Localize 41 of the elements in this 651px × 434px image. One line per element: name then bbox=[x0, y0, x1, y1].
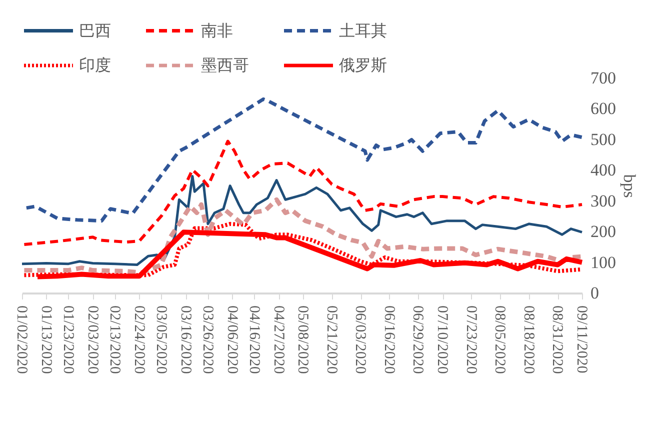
x-tick-label: 08/31/2020 bbox=[549, 306, 566, 374]
x-tick-label: 05/08/2020 bbox=[294, 306, 311, 374]
x-tick-label: 03/16/2020 bbox=[177, 306, 194, 374]
y-tick-label: 300 bbox=[590, 191, 616, 210]
legend-label: 南非 bbox=[201, 22, 233, 40]
y-tick-label: 400 bbox=[590, 160, 616, 180]
x-tick-label: 02/13/2020 bbox=[106, 306, 122, 374]
x-tick-label: 01/13/2020 bbox=[38, 306, 54, 374]
legend-label: 俄罗斯 bbox=[339, 56, 387, 74]
x-tick-label: 03/26/2020 bbox=[199, 306, 216, 374]
y-tick-label: 700 bbox=[590, 68, 616, 88]
line-series bbox=[24, 97, 584, 223]
x-tick-label: 06/03/2020 bbox=[352, 306, 368, 374]
x-tick-label: 04/16/2020 bbox=[246, 306, 262, 374]
legend-label: 印度 bbox=[79, 56, 111, 74]
x-tick-label: 04/27/2020 bbox=[270, 306, 286, 374]
x-tick-label: 05/21/2020 bbox=[323, 306, 340, 374]
line-series bbox=[22, 140, 584, 246]
legend-label: 巴西 bbox=[79, 22, 111, 40]
y-tick-label: 100 bbox=[590, 252, 616, 272]
y-tick-label: 500 bbox=[590, 130, 616, 149]
x-tick-label: 06/29/2020 bbox=[410, 306, 426, 374]
y-axis-title: bps bbox=[620, 174, 639, 198]
y-tick-label: 200 bbox=[590, 222, 616, 242]
x-tick-label: 07/23/2020 bbox=[462, 306, 479, 374]
legend-label: 土耳其 bbox=[339, 22, 387, 40]
line-series bbox=[20, 175, 584, 266]
x-tick-label: 08/05/2020 bbox=[492, 306, 508, 374]
x-tick-label: 03/05/2020 bbox=[152, 306, 169, 374]
y-tick-label: 0 bbox=[590, 284, 599, 302]
x-tick-label: 08/18/2020 bbox=[520, 306, 536, 374]
x-tick-label: 01/02/2020 bbox=[14, 306, 30, 374]
x-tick-label: 01/23/2020 bbox=[60, 306, 76, 374]
x-tick-label: 09/11/2020 bbox=[574, 306, 590, 374]
legend-label: 墨西哥 bbox=[201, 58, 249, 74]
x-tick-label: 06/16/2020 bbox=[380, 306, 397, 374]
x-tick-label: 04/06/2020 bbox=[224, 306, 240, 374]
x-tick-label: 02/03/2020 bbox=[84, 306, 100, 374]
x-tick-label: 07/10/2020 bbox=[434, 306, 450, 374]
x-tick-label: 02/24/2020 bbox=[130, 306, 147, 374]
y-tick-label: 600 bbox=[590, 99, 616, 118]
